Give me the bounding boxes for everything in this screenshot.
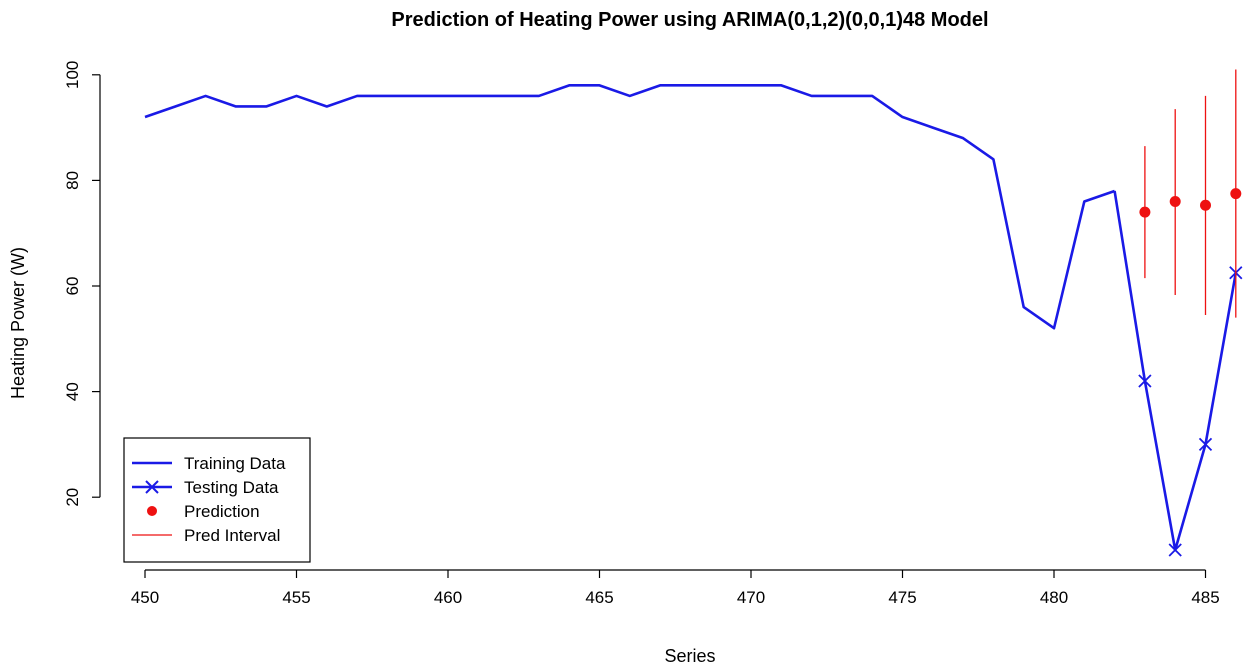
x-tick-label: 455: [282, 588, 310, 607]
testing-point: [1198, 437, 1213, 452]
prediction-point: [1230, 188, 1242, 200]
legend-box: [123, 437, 311, 563]
legend-testing-marker: [145, 480, 159, 494]
x-tick-label: 465: [585, 588, 613, 607]
prediction-point: [1139, 206, 1151, 218]
y-tick-label: 100: [63, 61, 82, 89]
y-tick-label: 80: [63, 171, 82, 190]
y-tick-label: 20: [63, 488, 82, 507]
testing-point: [1168, 543, 1182, 557]
x-tick-label: 450: [131, 588, 159, 607]
x-tick-label: 475: [888, 588, 916, 607]
legend-prediction-marker: [147, 506, 157, 516]
legend-interval-label: Pred Interval: [184, 526, 280, 545]
legend-prediction-label: Prediction: [184, 502, 260, 521]
legend: Training Data Testing Data Prediction Pr…: [123, 437, 311, 563]
y-tick-label: 40: [63, 382, 82, 401]
axes: 450 455 460 465 470 475 480 485 20 40 60 80 100: [63, 61, 1220, 607]
prediction-point: [1200, 199, 1211, 211]
x-axis-label: Series: [664, 646, 715, 666]
legend-training-label: Training Data: [184, 454, 286, 473]
testing-point: [1138, 374, 1152, 388]
prediction-point: [1169, 196, 1181, 208]
plot-area: [144, 69, 1243, 557]
y-tick-label: 60: [63, 277, 82, 296]
x-tick-label: 460: [434, 588, 462, 607]
x-tick-label: 485: [1191, 588, 1219, 607]
x-tick-label: 480: [1040, 588, 1068, 607]
x-tick-label: 470: [737, 588, 765, 607]
y-axis-label: Heating Power (W): [8, 247, 28, 399]
series-training-line: [144, 84, 1116, 330]
chart-title: Prediction of Heating Power using ARIMA(…: [391, 9, 988, 31]
legend-testing-label: Testing Data: [184, 478, 279, 497]
